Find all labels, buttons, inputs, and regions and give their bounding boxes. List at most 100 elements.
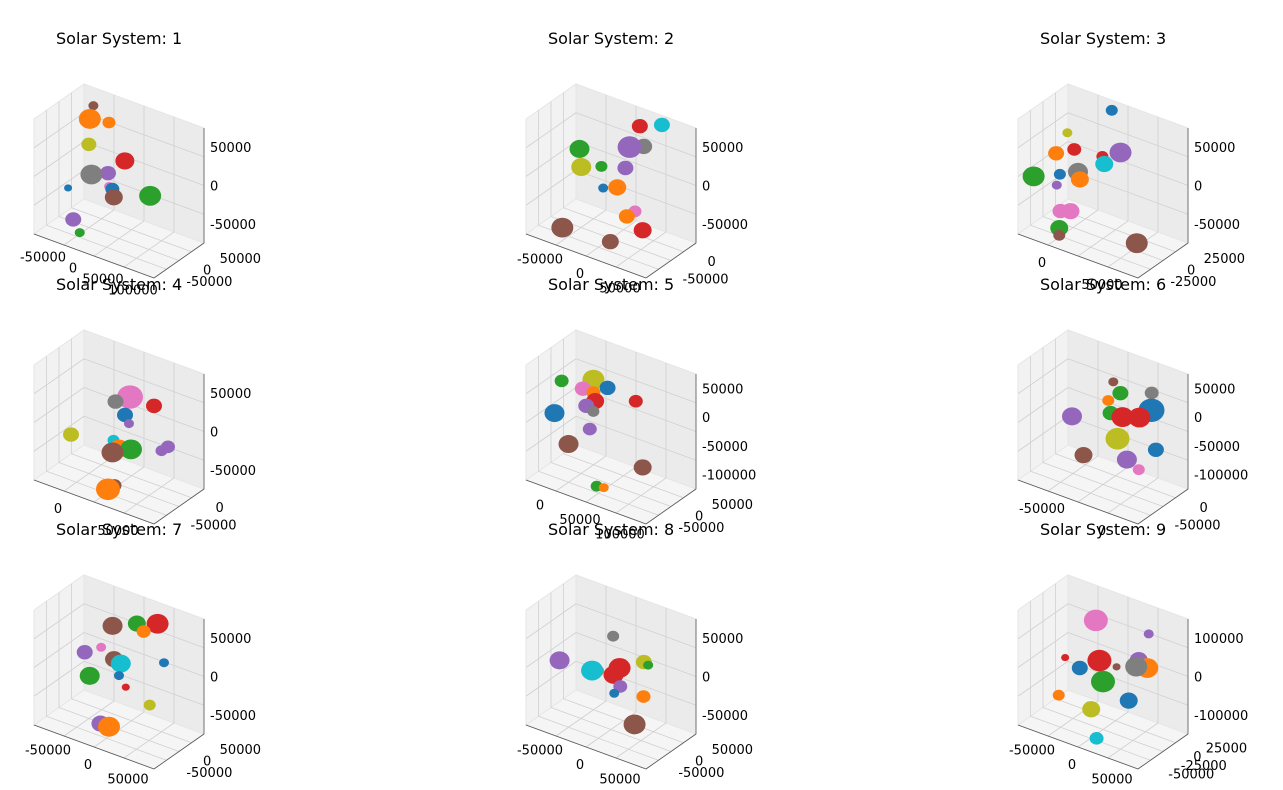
gridline	[615, 231, 667, 268]
planet-point	[102, 116, 116, 129]
gridline	[123, 722, 175, 759]
planet-point	[1061, 203, 1080, 220]
y-tick-label: 25000	[1204, 252, 1245, 267]
planet-point	[1125, 233, 1148, 254]
y-tick-label: -25000	[1170, 275, 1216, 290]
planet-point	[1022, 166, 1045, 187]
x-tick-label: 50000	[82, 273, 123, 288]
y-tick-label: 50000	[220, 252, 261, 267]
gridline	[1055, 453, 1176, 499]
gridline	[563, 453, 684, 499]
z-tick-label: 0	[1194, 411, 1202, 426]
gridline	[525, 112, 577, 149]
panel-title: Solar System: 4	[56, 275, 182, 294]
planet-point	[1143, 629, 1154, 639]
x-axis-line	[1017, 479, 1139, 525]
x-tick-label: -50000	[1009, 743, 1055, 758]
gridline	[525, 358, 577, 395]
y-axis-line	[1137, 733, 1189, 770]
z-tick-label: 0	[702, 411, 710, 426]
gridline	[123, 231, 175, 268]
planet-point	[1048, 146, 1065, 161]
planet-point	[1082, 701, 1101, 718]
planet-point	[65, 212, 82, 227]
y-tick-label: -50000	[678, 521, 724, 536]
planet-point	[558, 435, 579, 454]
planet-point	[1067, 143, 1082, 156]
planet-point	[1087, 649, 1112, 672]
planet-point	[1105, 104, 1118, 116]
planet-point	[1062, 407, 1082, 426]
z-tick-label: 0	[210, 180, 218, 195]
planet-point	[80, 164, 103, 185]
x-tick-label: 100000	[108, 284, 158, 299]
x-tick-label: -50000	[25, 743, 71, 758]
planet-point	[81, 137, 97, 152]
panel-title: Solar System: 6	[1040, 275, 1166, 294]
planet-point	[117, 407, 133, 423]
y-axis-line	[645, 733, 697, 770]
gridline	[71, 453, 192, 499]
planet-point	[1112, 663, 1121, 671]
planet-point	[78, 109, 101, 129]
z-tick-label: 0	[210, 426, 218, 441]
planet-point	[623, 714, 646, 735]
panel-title: Solar System: 1	[56, 29, 182, 48]
gridline	[525, 632, 577, 668]
gridline	[563, 207, 684, 253]
planet-point	[1108, 377, 1119, 387]
planet-point	[1095, 155, 1114, 173]
planet-point	[554, 374, 569, 388]
y-axis-line	[1137, 242, 1189, 279]
planet-point	[599, 380, 616, 396]
planet-point	[653, 117, 670, 133]
planet-point	[549, 651, 570, 670]
x-tick-label: 0	[536, 498, 544, 513]
gridline	[575, 358, 697, 404]
gridline	[33, 603, 85, 640]
gridline	[83, 141, 205, 186]
z-tick-label: 0	[210, 671, 218, 686]
gridline	[1055, 698, 1176, 744]
z-tick-label: -100000	[1194, 469, 1248, 484]
planet-point	[120, 439, 142, 460]
planet-point	[636, 690, 651, 703]
planet-point	[544, 404, 565, 423]
y-axis-line	[1137, 488, 1189, 525]
gridline	[575, 112, 697, 158]
planet-point	[1116, 450, 1137, 469]
panel-title: Solar System: 9	[1040, 520, 1166, 539]
planet-point	[124, 419, 134, 429]
planet-point	[96, 478, 120, 501]
gridline	[525, 603, 577, 640]
x-tick-label: 0	[576, 758, 584, 773]
gridline	[575, 632, 697, 677]
planet-point	[121, 683, 130, 691]
planet-point	[64, 184, 73, 192]
planet-point	[96, 642, 107, 652]
z-tick-label: 0	[702, 671, 710, 686]
x-tick-label: 100000	[595, 528, 645, 543]
gridline	[1067, 358, 1189, 404]
y-tick-label: 0	[1187, 264, 1195, 279]
z-tick-label: -50000	[702, 709, 748, 724]
x-tick-label: 0	[576, 267, 584, 282]
z-tick-label: -50000	[210, 464, 256, 479]
x-tick-label: 0	[1038, 256, 1046, 271]
z-tick-label: -100000	[702, 469, 756, 484]
panel-title: Solar System: 3	[1040, 29, 1166, 48]
planet-point	[115, 152, 135, 170]
y-tick-label: 50000	[220, 743, 261, 758]
x-tick-label: 0	[69, 262, 77, 277]
gridline	[1017, 387, 1069, 423]
planet-point	[63, 427, 79, 442]
planet-point	[1119, 692, 1138, 709]
planet-point	[609, 688, 620, 698]
z-tick-label: 50000	[702, 382, 743, 397]
gridline	[83, 632, 205, 677]
planet-point	[146, 398, 162, 414]
planet-point	[159, 658, 169, 668]
